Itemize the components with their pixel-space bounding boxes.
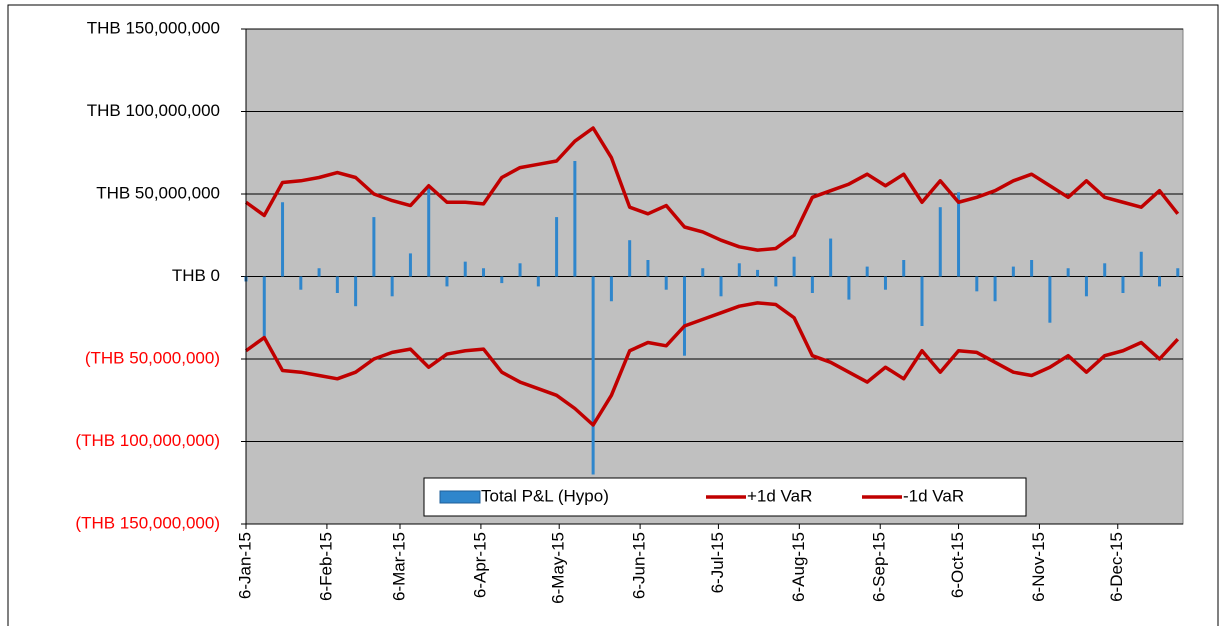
bar (335, 276, 339, 293)
bar (1121, 276, 1125, 293)
x-tick-label: 6-Oct-15 (948, 532, 967, 598)
legend-label: +1d VaR (747, 486, 812, 505)
bar (883, 276, 887, 290)
frame (7, 4, 1219, 626)
x-tick-label: 6-May-15 (549, 532, 568, 604)
bar (920, 276, 924, 326)
bar (408, 253, 412, 277)
bar (463, 261, 467, 277)
bar (646, 260, 650, 277)
legend-label: Total P&L (Hypo) (481, 486, 609, 505)
y-tick-label: THB 0 (172, 266, 220, 285)
bar (445, 276, 449, 287)
x-tick-label: 6-Aug-15 (789, 532, 808, 602)
bar (591, 276, 595, 475)
bar (1103, 263, 1107, 277)
bar (1139, 251, 1143, 277)
bar (1158, 276, 1162, 287)
bar (354, 276, 358, 307)
bar (774, 276, 778, 287)
bar (555, 217, 559, 277)
bar (993, 276, 997, 302)
bar (372, 217, 376, 277)
x-tick-label: 6-Nov-15 (1029, 532, 1048, 602)
bar (628, 240, 632, 277)
bar (829, 238, 833, 277)
bar (536, 276, 540, 287)
bar (810, 276, 814, 293)
x-tick-label: 6-Jun-15 (630, 532, 649, 599)
x-tick-label: 6-Jan-15 (235, 532, 254, 599)
bar (500, 276, 504, 284)
var-line (244, 301, 1180, 427)
bar (573, 161, 577, 277)
bar (1048, 276, 1052, 323)
bar (737, 263, 741, 277)
bar (682, 276, 686, 356)
bar (1030, 260, 1034, 277)
bar (281, 202, 285, 277)
y-tick-label: THB 100,000,000 (87, 101, 220, 120)
bar (756, 269, 760, 277)
bar (865, 266, 869, 277)
bar (719, 276, 723, 297)
y-tick-label: (THB 150,000,000) (75, 513, 220, 532)
bar (317, 268, 321, 277)
bar (701, 268, 705, 277)
bar (847, 276, 851, 300)
bar (518, 263, 522, 277)
bar (427, 185, 431, 277)
bar (262, 276, 266, 340)
y-tick-label: THB 150,000,000 (87, 18, 220, 37)
bar (938, 207, 942, 277)
x-tick-label: 6-Mar-15 (389, 532, 408, 601)
legend-label: -1d VaR (903, 486, 964, 505)
legend-swatch (439, 490, 481, 504)
bar (482, 268, 486, 277)
bar (1176, 268, 1180, 277)
y-tick-label: THB 50,000,000 (96, 183, 220, 202)
bar (390, 276, 394, 297)
bar (1084, 276, 1088, 297)
y-tick-label: (THB 100,000,000) (75, 431, 220, 450)
bar (299, 276, 303, 290)
x-tick-label: 6-Feb-15 (316, 532, 335, 601)
x-tick-label: 6-Dec-15 (1107, 532, 1126, 602)
bar (902, 260, 906, 277)
x-tick-label: 6-Sep-15 (870, 532, 889, 602)
bar (609, 276, 613, 302)
x-tick-label: 6-Apr-15 (470, 532, 489, 598)
x-tick-label: 6-Jul-15 (708, 532, 727, 593)
bar (664, 276, 668, 290)
y-tick-label: (THB 50,000,000) (85, 348, 220, 367)
bar (1066, 268, 1070, 277)
bar (975, 276, 979, 292)
var-line (244, 126, 1180, 252)
bar (957, 192, 961, 277)
bar (792, 256, 796, 277)
bar (1011, 266, 1015, 277)
